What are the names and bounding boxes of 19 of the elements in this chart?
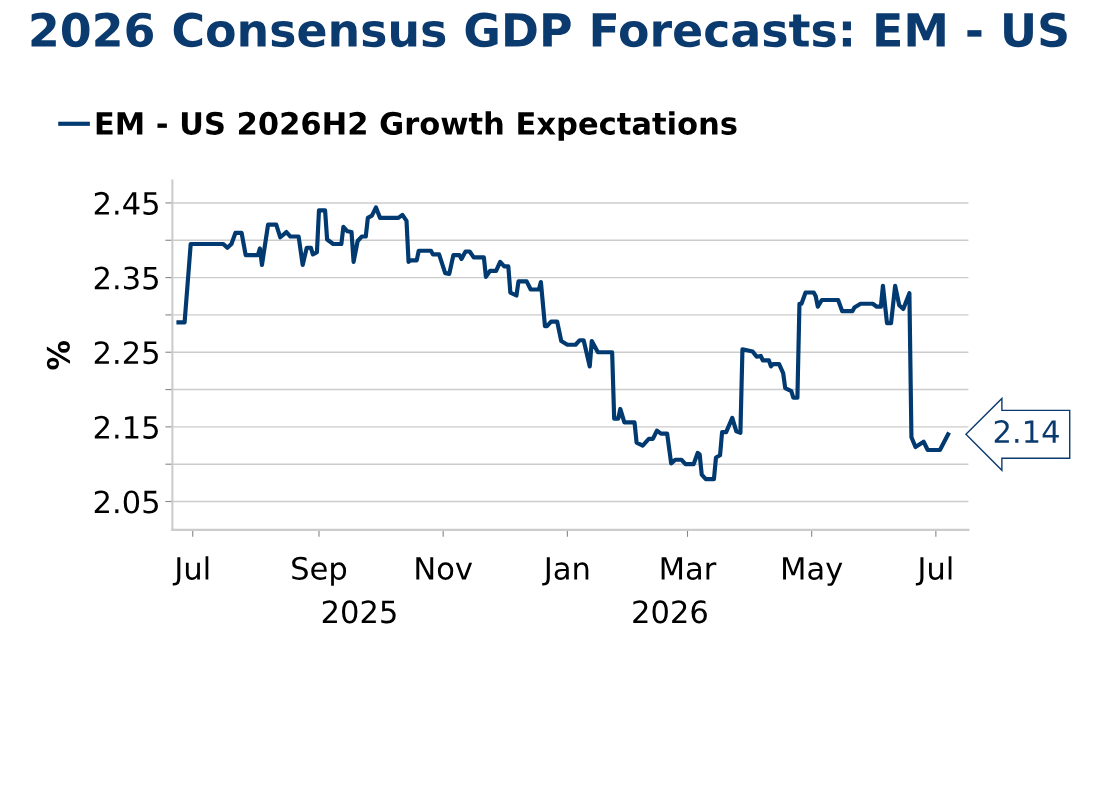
x-tick-label: Sep (292, 556, 347, 586)
y-axis-title: % (46, 340, 70, 370)
x-tick-label: Jan (542, 557, 589, 586)
y-tick-label: 2.35 (94, 266, 158, 290)
x-tick-label: Jul (915, 556, 952, 586)
line-series (176, 205, 951, 482)
chart-title: 2026 Consensus GDP Forecasts: EM - US (31, 12, 1067, 48)
annotation: 2.14 (994, 420, 1059, 443)
text: 2026 (633, 600, 707, 624)
x-tick-label: Jul (172, 556, 209, 586)
y-tick-label: 2.45 (94, 191, 158, 215)
y-tick-label: 2.15 (94, 415, 158, 439)
text: 2025 (322, 600, 396, 624)
legend-label: EM - US 2026H2 Growth Expectations (96, 111, 737, 141)
x-tick-label: Nov (416, 557, 473, 580)
y-tick-label: 2.05 (94, 490, 158, 514)
x-tick-label: Mar (661, 557, 717, 580)
y-tick-label: 2.25 (94, 341, 158, 365)
x-tick-label: May (783, 557, 843, 586)
